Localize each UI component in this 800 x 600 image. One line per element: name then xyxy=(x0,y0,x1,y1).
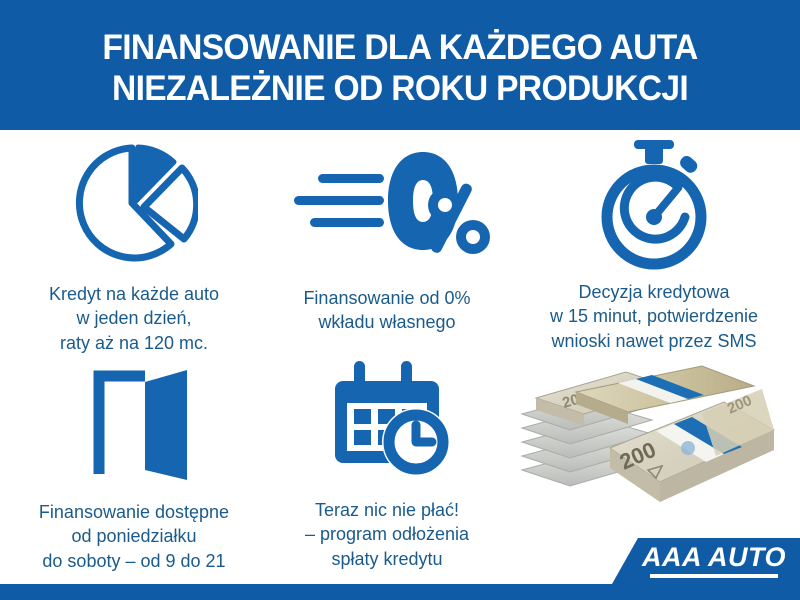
header-title-line-1: FINANSOWANIE DLA KAŻDEGO AUTA xyxy=(102,28,698,68)
caption-line: wnioski nawet przez SMS xyxy=(551,330,757,351)
caption-line: Kredyt na każde auto xyxy=(48,284,220,304)
feature-credit-caption: Kredyt na każde auto w jeden dzień, raty… xyxy=(49,282,219,355)
caption-line: w 15 minut, potwierdzenie xyxy=(549,306,759,327)
feature-opening-hours: Finansowanie dostępne od poniedziałku do… xyxy=(0,362,268,573)
caption-line: wkładu własnego xyxy=(318,312,456,333)
feature-decision-caption: Decyzja kredytowa w 15 minut, potwierdze… xyxy=(550,280,758,353)
feature-credit: Kredyt na każde auto w jeden dzień, raty… xyxy=(0,142,268,355)
feature-decision: Decyzja kredytowa w 15 minut, potwierdze… xyxy=(508,140,800,353)
caption-line: – program odłożenia xyxy=(304,524,470,545)
caption-line: Finansowanie dostępne xyxy=(38,502,230,522)
header-title-line-2: NIEZALEŻNIE OD ROKU PRODUKCJI xyxy=(111,69,689,108)
caption-line: Decyzja kredytowa xyxy=(578,282,730,302)
logo-underline xyxy=(650,574,778,578)
logo-text: AAA AUTO xyxy=(642,542,786,572)
caption-line: do soboty – od 9 do 21 xyxy=(42,550,226,571)
calendar-clock-icon xyxy=(321,358,453,478)
caption-line: Finansowanie od 0% xyxy=(303,288,471,308)
zero-percent-speed-icon xyxy=(284,150,490,268)
caption-line: od poniedziałku xyxy=(71,526,197,547)
caption-line: raty aż na 120 mc. xyxy=(59,332,209,353)
open-door-icon xyxy=(69,362,199,482)
pie-chart-icon xyxy=(70,142,198,270)
header-bar: FINANSOWANIE DLA KAŻDEGO AUTA NIEZALEŻNI… xyxy=(0,0,800,130)
caption-line: w jeden dzień, xyxy=(76,308,192,329)
feature-deferred-payment: Teraz nic nie płać! – program odłożenia … xyxy=(262,358,512,571)
caption-line: spłaty kredytu xyxy=(331,548,443,569)
feature-opening-hours-caption: Finansowanie dostępne od poniedziałku do… xyxy=(39,500,229,573)
aaa-auto-logo: AAA AUTO xyxy=(612,538,800,584)
bottom-bar xyxy=(0,584,800,600)
feature-deferred-payment-caption: Teraz nic nie płać! – program odłożenia … xyxy=(305,498,469,571)
feature-zero-percent: Finansowanie od 0% wkładu własnego xyxy=(262,150,512,335)
feature-zero-percent-caption: Finansowanie od 0% wkładu własnego xyxy=(303,286,470,335)
caption-line: Teraz nic nie płać! xyxy=(314,500,460,520)
stopwatch-icon xyxy=(592,140,716,270)
banknote-stacks-image: 200 xyxy=(506,352,786,532)
